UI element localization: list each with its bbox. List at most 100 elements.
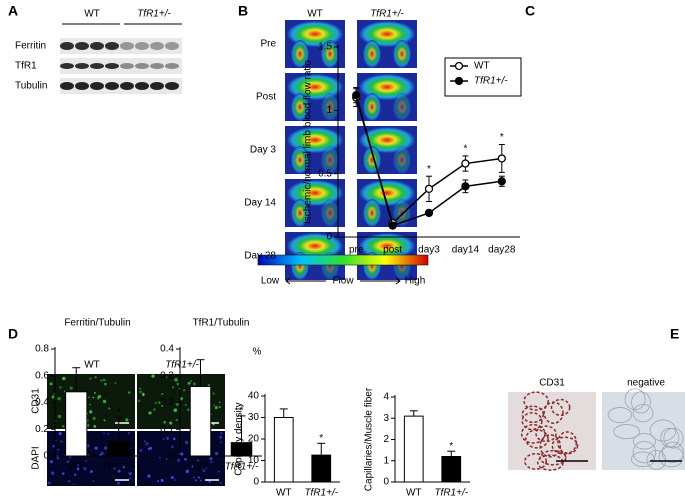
- muscle-fiber: [550, 398, 571, 417]
- chart-title: TfR1/Tubulin: [193, 318, 250, 329]
- row-label: Day 14: [244, 198, 276, 209]
- blot-band: [120, 63, 134, 69]
- micrograph-dot: [62, 377, 65, 379]
- muscle-fiber: [521, 412, 543, 431]
- micrograph: [47, 374, 135, 429]
- micrograph-dot: [171, 445, 174, 449]
- y-tick-label: 0.4: [35, 397, 49, 408]
- micrograph-dot: [57, 414, 62, 419]
- micrograph-dot: [212, 423, 215, 426]
- muscle-fiber: [658, 446, 684, 468]
- micrograph-dot: [114, 382, 117, 384]
- scale-high: High: [405, 276, 426, 287]
- micrograph-dot: [142, 392, 145, 396]
- micrograph-dot: [89, 410, 93, 414]
- blot-band: [105, 63, 119, 69]
- muscle-fiber: [631, 391, 651, 414]
- y-tick-label: 0: [326, 232, 332, 243]
- micrograph-dot: [218, 401, 221, 404]
- flow-hotspot: [321, 93, 339, 121]
- micrograph-dot: [139, 387, 142, 390]
- micrograph-dot: [100, 451, 104, 455]
- x-tick-label: TfR1+/-: [225, 462, 259, 473]
- color-scale: [257, 254, 429, 266]
- micrograph-dot: [147, 474, 151, 478]
- y-tick-label: 0.6: [35, 370, 49, 381]
- micrograph-dot: [184, 403, 187, 406]
- blot-band: [75, 63, 89, 69]
- micrograph-dot: [158, 456, 161, 459]
- marker: [461, 159, 470, 168]
- micrograph-dot: [137, 399, 141, 403]
- micrograph-dot: [169, 421, 173, 425]
- micrograph-dot: [122, 466, 125, 469]
- images: [47, 20, 685, 486]
- y-tick-label: 0: [253, 477, 259, 488]
- row-label: Day 28: [244, 251, 276, 262]
- row-label: Ferritin: [15, 41, 46, 52]
- micrograph-dot: [57, 396, 61, 401]
- micrograph-dot: [60, 440, 63, 443]
- micrograph: [47, 431, 135, 486]
- blot-band: [150, 63, 164, 69]
- micrograph-dot: [69, 386, 73, 390]
- y-tick-label: 0.2: [160, 397, 174, 408]
- flow-hotspot: [363, 199, 381, 227]
- y-tick-label: 1: [383, 455, 389, 466]
- micrograph-dot: [100, 379, 103, 382]
- row-label: Day 3: [250, 145, 277, 156]
- micrograph-dot: [58, 432, 62, 436]
- panel-title: negative: [627, 378, 665, 389]
- muscle-fiber: [543, 401, 564, 424]
- micrograph-dot: [162, 438, 165, 441]
- micrograph-dot: [63, 390, 66, 393]
- bar: [189, 385, 212, 457]
- muscle-fiber: [649, 419, 677, 442]
- marker: [461, 182, 470, 191]
- micrograph-dot: [214, 405, 218, 410]
- micrograph-dot: [88, 396, 90, 398]
- micrograph-dot: [103, 419, 106, 422]
- micrograph-dot: [50, 471, 55, 475]
- chart-title: Ferritin/Tubulin: [64, 318, 130, 329]
- marker: [497, 177, 506, 186]
- marker: [424, 184, 434, 194]
- micrograph-dot: [85, 460, 88, 462]
- muscle-fiber: [613, 424, 640, 440]
- row-label: DAPI: [31, 446, 42, 469]
- micrograph-dot: [89, 403, 92, 406]
- flow-hotspot: [363, 40, 381, 68]
- micrograph-dot: [219, 435, 223, 439]
- micrograph-dot: [72, 483, 75, 485]
- micrograph-dot: [165, 376, 168, 379]
- micrograph-dot: [107, 432, 110, 435]
- blot-band: [165, 42, 179, 50]
- significance: *: [427, 164, 431, 175]
- bar: [311, 454, 332, 483]
- x-tick-label: WT: [68, 462, 84, 473]
- muscle-fiber: [624, 388, 646, 411]
- micrograph-dot: [128, 472, 132, 476]
- micrograph: [137, 374, 225, 429]
- micrograph-dot: [66, 460, 70, 464]
- micrograph-dot: [190, 380, 192, 382]
- blot-band: [90, 82, 104, 90]
- micrograph-dot: [191, 465, 194, 468]
- micrograph-dot: [151, 374, 155, 378]
- muscle-fiber: [632, 404, 654, 423]
- y-tick-label: 0.2: [35, 424, 49, 435]
- panel-label: C: [525, 3, 535, 19]
- blot-band: [150, 42, 164, 50]
- panel-label: A: [8, 3, 18, 19]
- micrograph-dot: [102, 378, 106, 382]
- micrograph-dot: [73, 473, 77, 476]
- muscle-fiber: [520, 423, 546, 444]
- panel-title: CD31: [539, 378, 565, 389]
- micrograph-dot: [220, 482, 223, 485]
- legend-label: TfR1+/-: [474, 76, 508, 87]
- y-axis-label: Ischemic/normal limb blood flow ratio: [303, 60, 314, 224]
- x-tick-label: WT: [406, 488, 422, 497]
- muscle-fiber: [535, 425, 557, 443]
- micrograph-dot: [220, 432, 223, 435]
- y-tick-label: 0.5: [318, 168, 332, 179]
